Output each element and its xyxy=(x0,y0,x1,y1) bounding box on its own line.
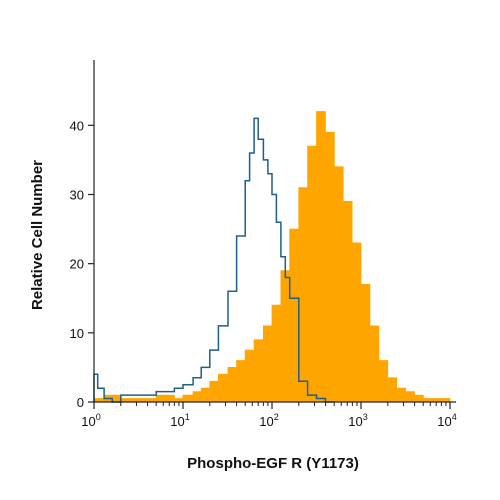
x-tick-exponent: 0 xyxy=(96,412,101,422)
x-tick-label: 103 xyxy=(348,412,367,429)
x-tick-base: 10 xyxy=(170,414,184,429)
x-tick-exponent: 2 xyxy=(274,412,279,422)
x-tick-label: 102 xyxy=(259,412,278,429)
x-tick-base: 10 xyxy=(259,414,273,429)
x-tick-label: 101 xyxy=(170,412,189,429)
x-tick-label: 104 xyxy=(437,412,456,429)
x-tick-base: 10 xyxy=(348,414,362,429)
y-tick-label: 10 xyxy=(70,326,84,341)
x-tick-base: 10 xyxy=(81,414,95,429)
y-tick-label: 0 xyxy=(77,395,84,410)
x-axis-title: Phospho-EGF R (Y1173) xyxy=(187,455,359,472)
x-tick-exponent: 4 xyxy=(452,412,457,422)
series-layer xyxy=(93,111,451,403)
y-tick-label: 20 xyxy=(70,257,84,272)
histogram-filled-series xyxy=(93,111,451,403)
x-tick-exponent: 1 xyxy=(185,412,190,422)
histogram-outline-series xyxy=(93,117,335,403)
x-tick-base: 10 xyxy=(437,414,451,429)
x-tick-exponent: 3 xyxy=(363,412,368,422)
x-tick-label: 100 xyxy=(81,412,100,429)
y-axis-title: Relative Cell Number xyxy=(29,160,46,310)
y-tick-label: 30 xyxy=(70,188,84,203)
y-tick-label: 40 xyxy=(70,118,84,133)
